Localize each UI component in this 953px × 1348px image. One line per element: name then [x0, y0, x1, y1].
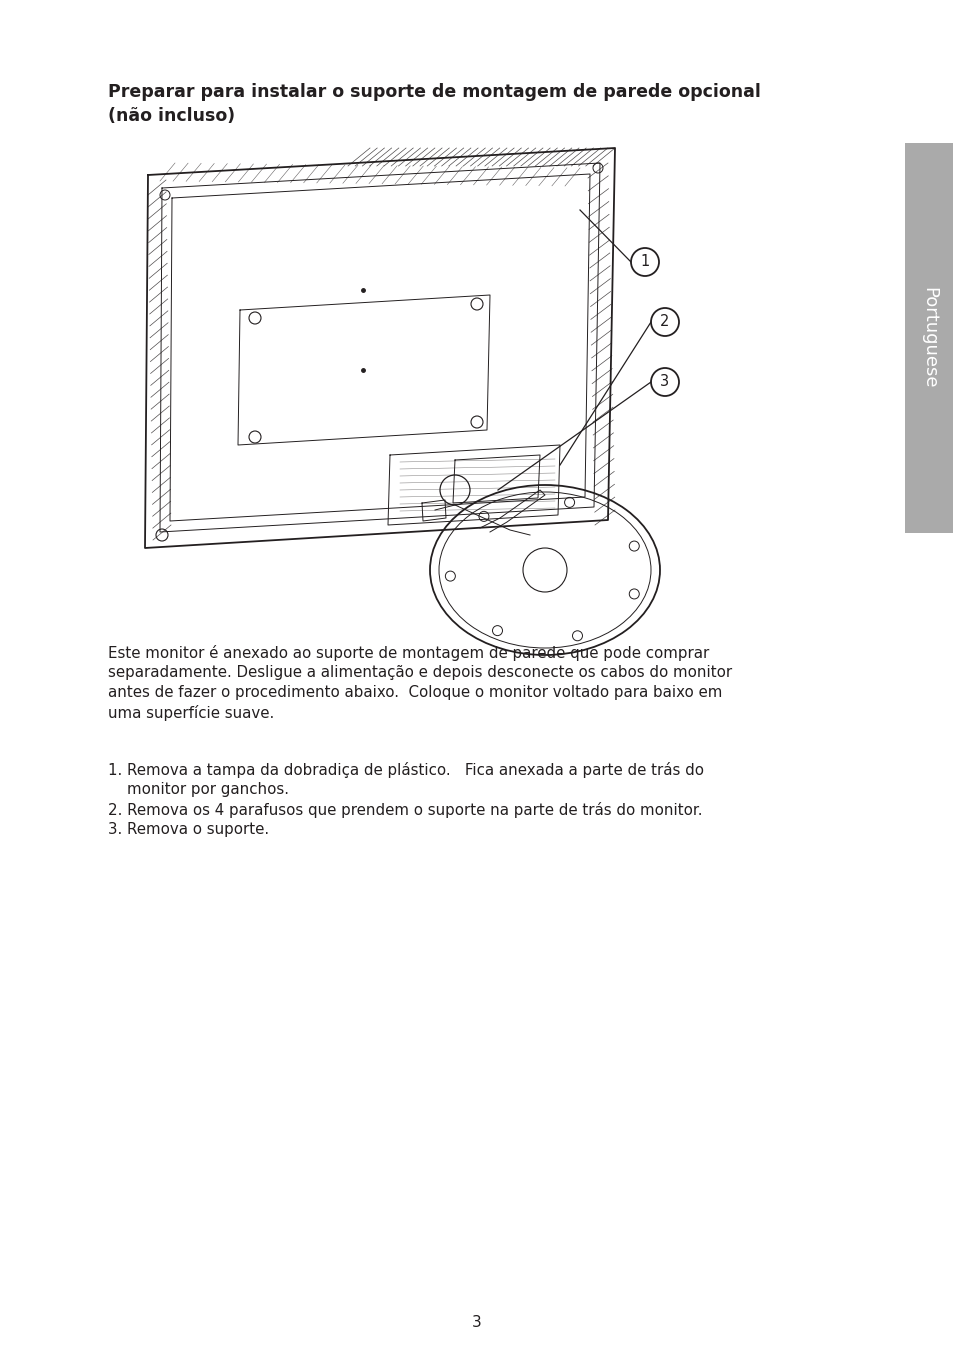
Text: antes de fazer o procedimento abaixo.  Coloque o monitor voltado para baixo em: antes de fazer o procedimento abaixo. Co…: [108, 685, 721, 700]
Text: (não incluso): (não incluso): [108, 106, 234, 125]
Text: 3: 3: [472, 1316, 481, 1330]
Text: separadamente. Desligue a alimentação e depois desconecte os cabos do monitor: separadamente. Desligue a alimentação e …: [108, 665, 731, 679]
Bar: [904, 143, 953, 532]
Text: 2: 2: [659, 314, 669, 329]
Text: Este monitor é anexado ao suporte de montagem de parede que pode comprar: Este monitor é anexado ao suporte de mon…: [108, 644, 708, 661]
Text: 2. Remova os 4 parafusos que prendem o suporte na parte de trás do monitor.: 2. Remova os 4 parafusos que prendem o s…: [108, 802, 701, 818]
Text: Preparar para instalar o suporte de montagem de parede opcional: Preparar para instalar o suporte de mont…: [108, 84, 760, 101]
Text: 1: 1: [639, 255, 649, 270]
Text: 3: 3: [659, 375, 669, 390]
Text: Portuguese: Portuguese: [920, 287, 938, 388]
Text: monitor por ganchos.: monitor por ganchos.: [108, 782, 289, 797]
Text: 3. Remova o suporte.: 3. Remova o suporte.: [108, 822, 269, 837]
Text: 1. Remova a tampa da dobradiça de plástico.   Fica anexada a parte de trás do: 1. Remova a tampa da dobradiça de plásti…: [108, 762, 703, 778]
Text: uma superfície suave.: uma superfície suave.: [108, 705, 274, 721]
